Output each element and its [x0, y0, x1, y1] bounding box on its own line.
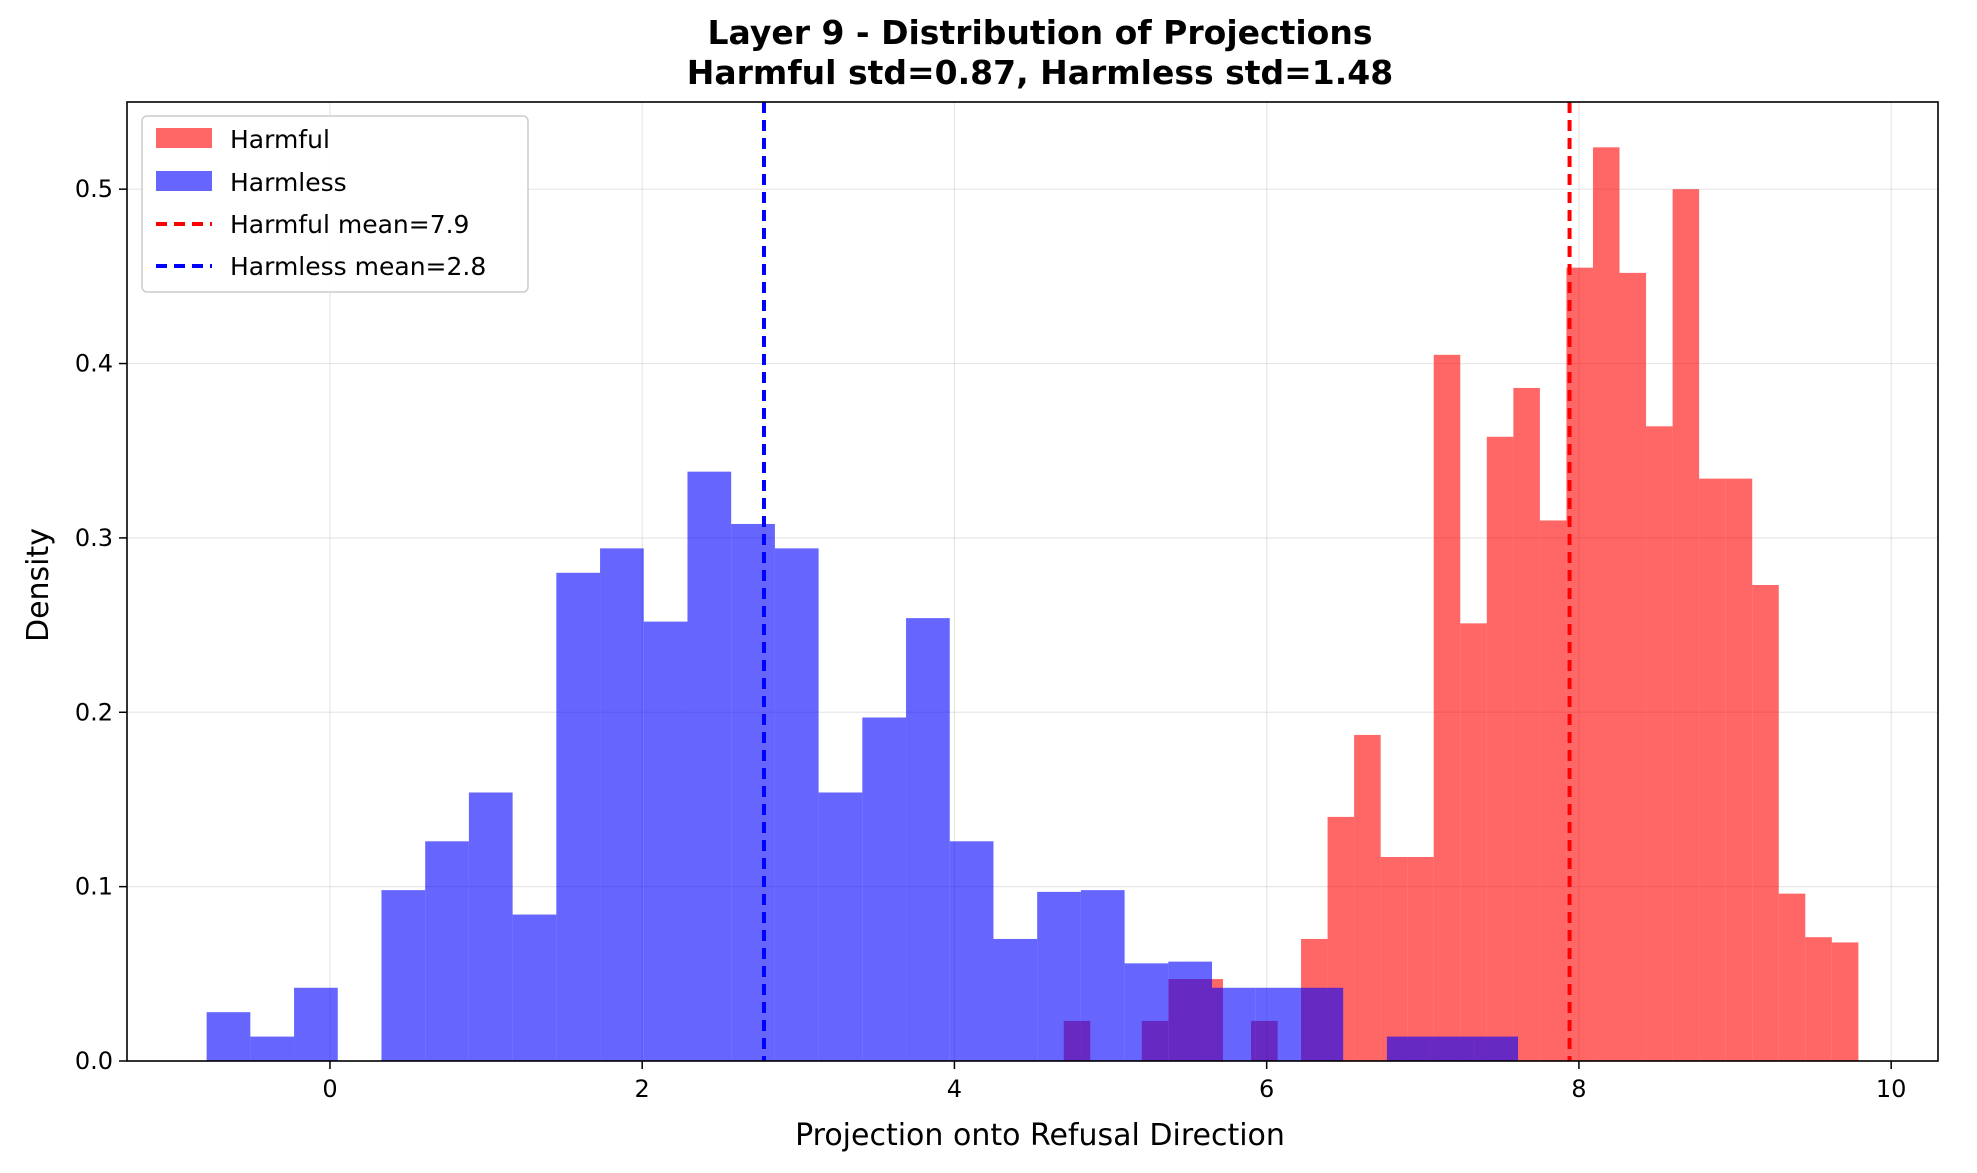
legend-harmless-swatch [156, 171, 212, 191]
y-tick-label: 0.3 [75, 524, 113, 552]
legend-harmless-label: Harmless [230, 168, 347, 197]
harmful-bar [1619, 272, 1647, 1062]
harmless-bar [425, 841, 469, 1061]
x-tick-label: 10 [1876, 1075, 1907, 1103]
harmless-bar [556, 572, 601, 1061]
harmful-bar [1592, 147, 1620, 1062]
harmless-bar [1212, 987, 1256, 1061]
harmless-bar [600, 548, 644, 1061]
harmless-bar [468, 792, 513, 1061]
bars-layer [206, 147, 1859, 1062]
harmless-bar [687, 471, 732, 1062]
harmful-bar [1380, 856, 1408, 1061]
harmless-bar [1430, 1036, 1475, 1061]
harmless-bar [1255, 987, 1300, 1061]
harmless-bar [1124, 963, 1169, 1061]
legend: Harmful Harmless Harmful mean=7.9 Harmle… [141, 115, 529, 293]
harmless-bar [1299, 987, 1344, 1061]
harmless-bar [731, 523, 775, 1061]
x-tick-label: 4 [947, 1075, 962, 1103]
y-tick-label: 0.2 [75, 698, 113, 726]
harmless-bar [1386, 1036, 1431, 1061]
y-axis-label: Density [21, 528, 56, 642]
harmless-bar [294, 987, 338, 1061]
y-tick-label: 0.4 [75, 350, 113, 378]
harmless-bar [906, 618, 950, 1061]
harmful-bar [1354, 734, 1381, 1061]
plot-frame [126, 101, 1939, 1062]
harmless-bar [206, 1012, 251, 1061]
harmful-bar [1433, 354, 1461, 1061]
harmful-bar [1539, 520, 1567, 1061]
mean-lines-layer [761, 102, 1572, 1061]
harmful-bar [1831, 942, 1859, 1061]
x-tick-label: 2 [635, 1075, 650, 1103]
legend-harmful-label: Harmful [230, 125, 330, 154]
harmful-bar [1646, 426, 1673, 1061]
legend-harmful-swatch [156, 128, 212, 148]
harmless-bar [250, 1036, 295, 1061]
ticks-layer: 0 2 4 6 8 10 0.0 0.1 0.2 0.3 0.4 0.5 [75, 175, 1907, 1103]
legend-harmless-mean-label: Harmless mean=2.8 [230, 252, 486, 281]
harmless-bar [1168, 961, 1213, 1061]
harmless-bar [774, 548, 819, 1061]
harmless-bar [643, 621, 688, 1061]
harmful-bar [1805, 937, 1832, 1061]
harmless-bar [1080, 890, 1125, 1061]
harmful-bar [1752, 584, 1779, 1061]
harmless-bar [381, 890, 426, 1061]
harmless-bar [512, 914, 557, 1061]
harmless-bar [949, 841, 994, 1061]
x-tick-label: 6 [1259, 1075, 1274, 1103]
harmless-bar [1474, 1036, 1519, 1061]
y-tick-label: 0.5 [75, 175, 113, 203]
legend-harmful-mean-label: Harmful mean=7.9 [230, 210, 469, 239]
harmful-bar [1460, 623, 1487, 1061]
chart-subtitle: Harmful std=0.87, Harmless std=1.48 [687, 53, 1393, 92]
y-tick-label: 0.1 [75, 873, 113, 901]
harmless-bar [1037, 891, 1081, 1061]
harmful-bar [1699, 478, 1726, 1061]
harmful-bar [1725, 478, 1753, 1061]
harmless-bar [862, 717, 907, 1061]
x-axis-label: Projection onto Refusal Direction [795, 1118, 1285, 1153]
harmful-bar [1407, 856, 1434, 1061]
harmful-bar [1672, 189, 1700, 1061]
harmful-bar [1778, 893, 1806, 1061]
y-tick-label: 0.0 [75, 1047, 113, 1075]
legend-frame [141, 115, 529, 293]
chart-title: Layer 9 - Distribution of Projections [708, 13, 1373, 52]
harmful-bar [1486, 436, 1514, 1061]
axes-layer [126, 101, 1939, 1062]
harmless-bar [993, 938, 1038, 1061]
x-tick-label: 8 [1571, 1075, 1586, 1103]
harmful-bar [1513, 387, 1540, 1061]
harmless-bar [818, 792, 863, 1061]
x-tick-label: 0 [322, 1075, 337, 1103]
